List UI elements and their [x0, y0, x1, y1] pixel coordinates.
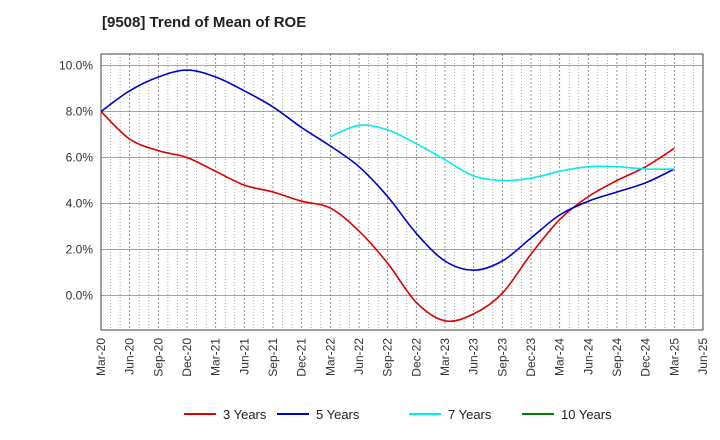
x-tick-label: Jun-25 — [696, 338, 710, 375]
plot-frame — [100, 53, 704, 331]
x-tick-label: Sep-21 — [266, 338, 280, 377]
legend: 3 Years 5 Years 7 Years 10 Years — [184, 407, 612, 422]
x-tick-label: Mar-20 — [94, 338, 108, 376]
series-line-5-years — [100, 69, 675, 272]
axes: 10.0% 8.0% 6.0% 4.0% 2.0% 0.0% Mar-20 Jun-20 Sep… — [59, 53, 710, 377]
chart-title: [9508] Trend of Mean of ROE — [102, 14, 307, 31]
series-line-3-years — [100, 110, 675, 323]
legend-label: 7 Years — [448, 407, 492, 422]
y-tick-label: 4.0% — [66, 197, 94, 211]
x-tick-label: Jun-23 — [467, 338, 481, 375]
legend-label: 3 Years — [223, 407, 267, 422]
x-tick-label: Mar-24 — [553, 338, 567, 376]
x-tick-label: Sep-22 — [381, 338, 395, 377]
grid-lines — [100, 54, 704, 330]
x-tick-label: Dec-24 — [639, 338, 653, 377]
series-line-7-years — [330, 124, 675, 182]
legend-label: 10 Years — [561, 407, 612, 422]
y-tick-label: 2.0% — [66, 243, 94, 257]
y-tick-label: 10.0% — [59, 59, 93, 73]
x-tick-label: Sep-24 — [610, 338, 624, 377]
x-tick-label: Dec-21 — [295, 338, 309, 377]
x-tick-label: Mar-25 — [667, 338, 681, 376]
series-lines — [100, 69, 675, 323]
y-tick-label: 8.0% — [66, 105, 94, 119]
y-tick-label: 6.0% — [66, 151, 94, 165]
x-tick-label: Dec-23 — [524, 338, 538, 377]
x-tick-label: Jun-24 — [581, 338, 595, 375]
x-tick-label: Sep-23 — [495, 338, 509, 377]
x-tick-label: Dec-22 — [409, 338, 423, 377]
x-tick-label: Dec-20 — [180, 338, 194, 377]
x-tick-label: Jun-20 — [123, 338, 137, 375]
x-tick-label: Jun-21 — [237, 338, 251, 375]
x-tick-label: Mar-22 — [323, 338, 337, 376]
x-tick-label: Mar-23 — [438, 338, 452, 376]
y-tick-label: 0.0% — [66, 289, 94, 303]
x-tick-label: Mar-21 — [209, 338, 223, 376]
legend-label: 5 Years — [316, 407, 360, 422]
x-tick-label: Jun-22 — [352, 338, 366, 375]
x-tick-label: Sep-20 — [151, 338, 165, 377]
